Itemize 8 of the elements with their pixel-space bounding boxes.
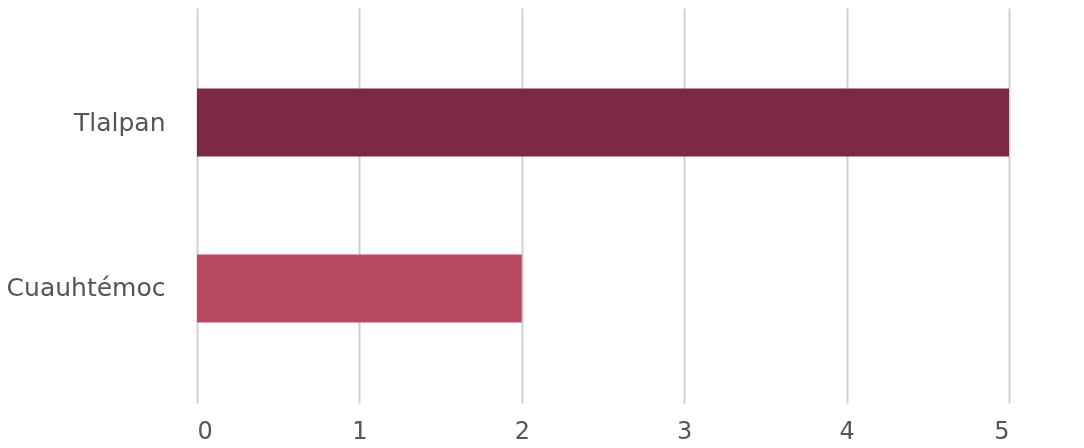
x-tick-label: 1: [352, 416, 368, 445]
x-tick-label: 3: [677, 416, 693, 445]
x-tick-label: 0: [197, 416, 213, 445]
y-tick-label: Tlalpan: [72, 107, 166, 137]
x-tick-label: 4: [839, 416, 855, 445]
x-tick-label: 2: [514, 416, 530, 445]
y-tick-label: Cuauhtémoc: [6, 273, 166, 303]
x-tick-label: 5: [994, 416, 1010, 445]
